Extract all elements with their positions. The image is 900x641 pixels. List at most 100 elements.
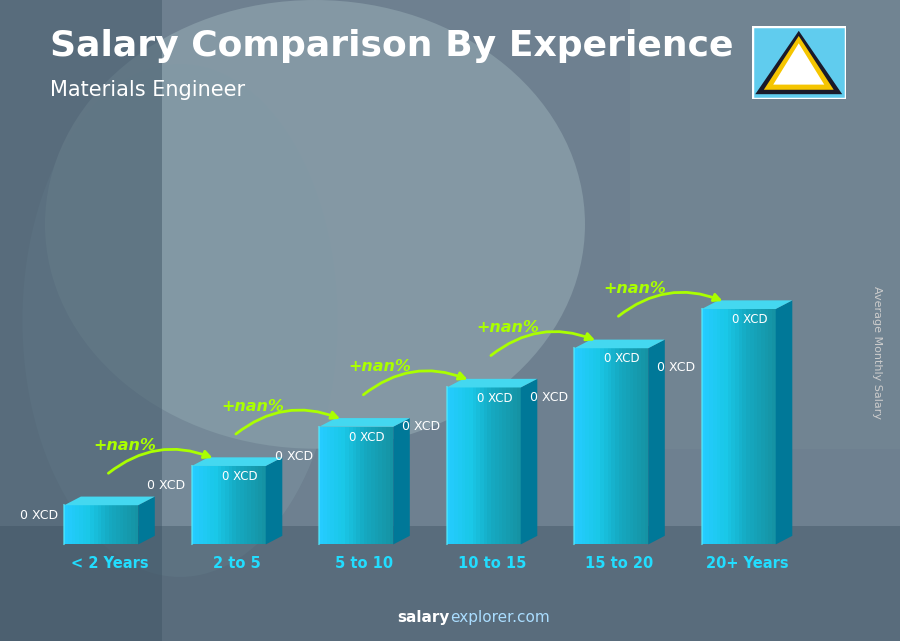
Polygon shape [192, 466, 195, 544]
Polygon shape [728, 309, 732, 544]
Polygon shape [214, 466, 218, 544]
Polygon shape [218, 466, 221, 544]
Polygon shape [239, 466, 244, 544]
Polygon shape [495, 387, 499, 544]
Polygon shape [320, 418, 410, 427]
Polygon shape [451, 387, 454, 544]
Text: 15 to 20: 15 to 20 [585, 556, 653, 571]
Polygon shape [641, 348, 644, 544]
Polygon shape [221, 466, 225, 544]
Text: 0 XCD: 0 XCD [604, 353, 640, 365]
Text: +nan%: +nan% [221, 399, 284, 413]
Polygon shape [320, 427, 323, 544]
Polygon shape [574, 348, 578, 544]
Polygon shape [323, 427, 327, 544]
Polygon shape [127, 505, 131, 544]
Polygon shape [116, 505, 120, 544]
Polygon shape [488, 387, 491, 544]
Polygon shape [232, 466, 237, 544]
Polygon shape [393, 418, 410, 544]
Polygon shape [491, 387, 495, 544]
Polygon shape [76, 505, 79, 544]
Polygon shape [94, 505, 98, 544]
Polygon shape [611, 348, 616, 544]
Polygon shape [746, 309, 750, 544]
Text: 0 XCD: 0 XCD [657, 362, 696, 374]
Text: 10 to 15: 10 to 15 [458, 556, 526, 571]
Polygon shape [499, 387, 502, 544]
Polygon shape [83, 505, 86, 544]
Polygon shape [334, 427, 338, 544]
Polygon shape [64, 505, 68, 544]
Polygon shape [454, 387, 458, 544]
Polygon shape [360, 427, 364, 544]
Polygon shape [608, 348, 611, 544]
Polygon shape [364, 427, 367, 544]
Polygon shape [374, 427, 379, 544]
Polygon shape [195, 466, 200, 544]
Polygon shape [134, 505, 139, 544]
Polygon shape [772, 309, 776, 544]
Polygon shape [327, 427, 330, 544]
Polygon shape [72, 505, 76, 544]
Text: +nan%: +nan% [604, 281, 667, 296]
Polygon shape [225, 466, 229, 544]
Polygon shape [349, 427, 353, 544]
Polygon shape [724, 309, 728, 544]
Polygon shape [390, 427, 393, 544]
Polygon shape [750, 309, 754, 544]
Polygon shape [581, 348, 586, 544]
Polygon shape [517, 387, 521, 544]
Text: 0 XCD: 0 XCD [148, 479, 185, 492]
Polygon shape [120, 505, 123, 544]
Polygon shape [716, 309, 721, 544]
Text: Salary Comparison By Experience: Salary Comparison By Experience [50, 29, 733, 63]
Polygon shape [64, 497, 155, 505]
Text: 20+ Years: 20+ Years [706, 556, 788, 571]
Text: < 2 Years: < 2 Years [71, 556, 148, 571]
Polygon shape [109, 505, 112, 544]
Polygon shape [199, 466, 203, 544]
Polygon shape [382, 427, 386, 544]
Polygon shape [637, 348, 641, 544]
Polygon shape [97, 505, 102, 544]
Polygon shape [386, 427, 390, 544]
Polygon shape [458, 387, 462, 544]
Bar [0, 0, 162, 641]
Polygon shape [776, 301, 792, 544]
Ellipse shape [22, 64, 338, 577]
Text: explorer.com: explorer.com [450, 610, 550, 625]
Polygon shape [735, 309, 739, 544]
Polygon shape [462, 387, 465, 544]
Polygon shape [101, 505, 105, 544]
Polygon shape [86, 505, 90, 544]
Polygon shape [236, 466, 240, 544]
Polygon shape [713, 309, 716, 544]
Polygon shape [618, 348, 623, 544]
Text: Average Monthly Salary: Average Monthly Salary [872, 286, 883, 419]
Polygon shape [634, 348, 637, 544]
Polygon shape [469, 387, 473, 544]
Polygon shape [207, 466, 211, 544]
Text: salary: salary [398, 610, 450, 625]
Polygon shape [356, 427, 360, 544]
Text: 5 to 10: 5 to 10 [336, 556, 393, 571]
Polygon shape [480, 387, 484, 544]
Text: Materials Engineer: Materials Engineer [50, 80, 245, 100]
Polygon shape [521, 379, 537, 544]
Polygon shape [578, 348, 582, 544]
Polygon shape [509, 387, 514, 544]
Polygon shape [706, 309, 709, 544]
Polygon shape [68, 505, 72, 544]
Polygon shape [123, 505, 128, 544]
Polygon shape [139, 497, 155, 544]
Polygon shape [244, 466, 248, 544]
Polygon shape [732, 309, 735, 544]
Polygon shape [192, 457, 283, 466]
Text: 0 XCD: 0 XCD [20, 508, 58, 522]
Polygon shape [465, 387, 469, 544]
Text: 0 XCD: 0 XCD [477, 392, 512, 404]
Polygon shape [644, 348, 649, 544]
Polygon shape [446, 387, 451, 544]
Polygon shape [615, 348, 619, 544]
